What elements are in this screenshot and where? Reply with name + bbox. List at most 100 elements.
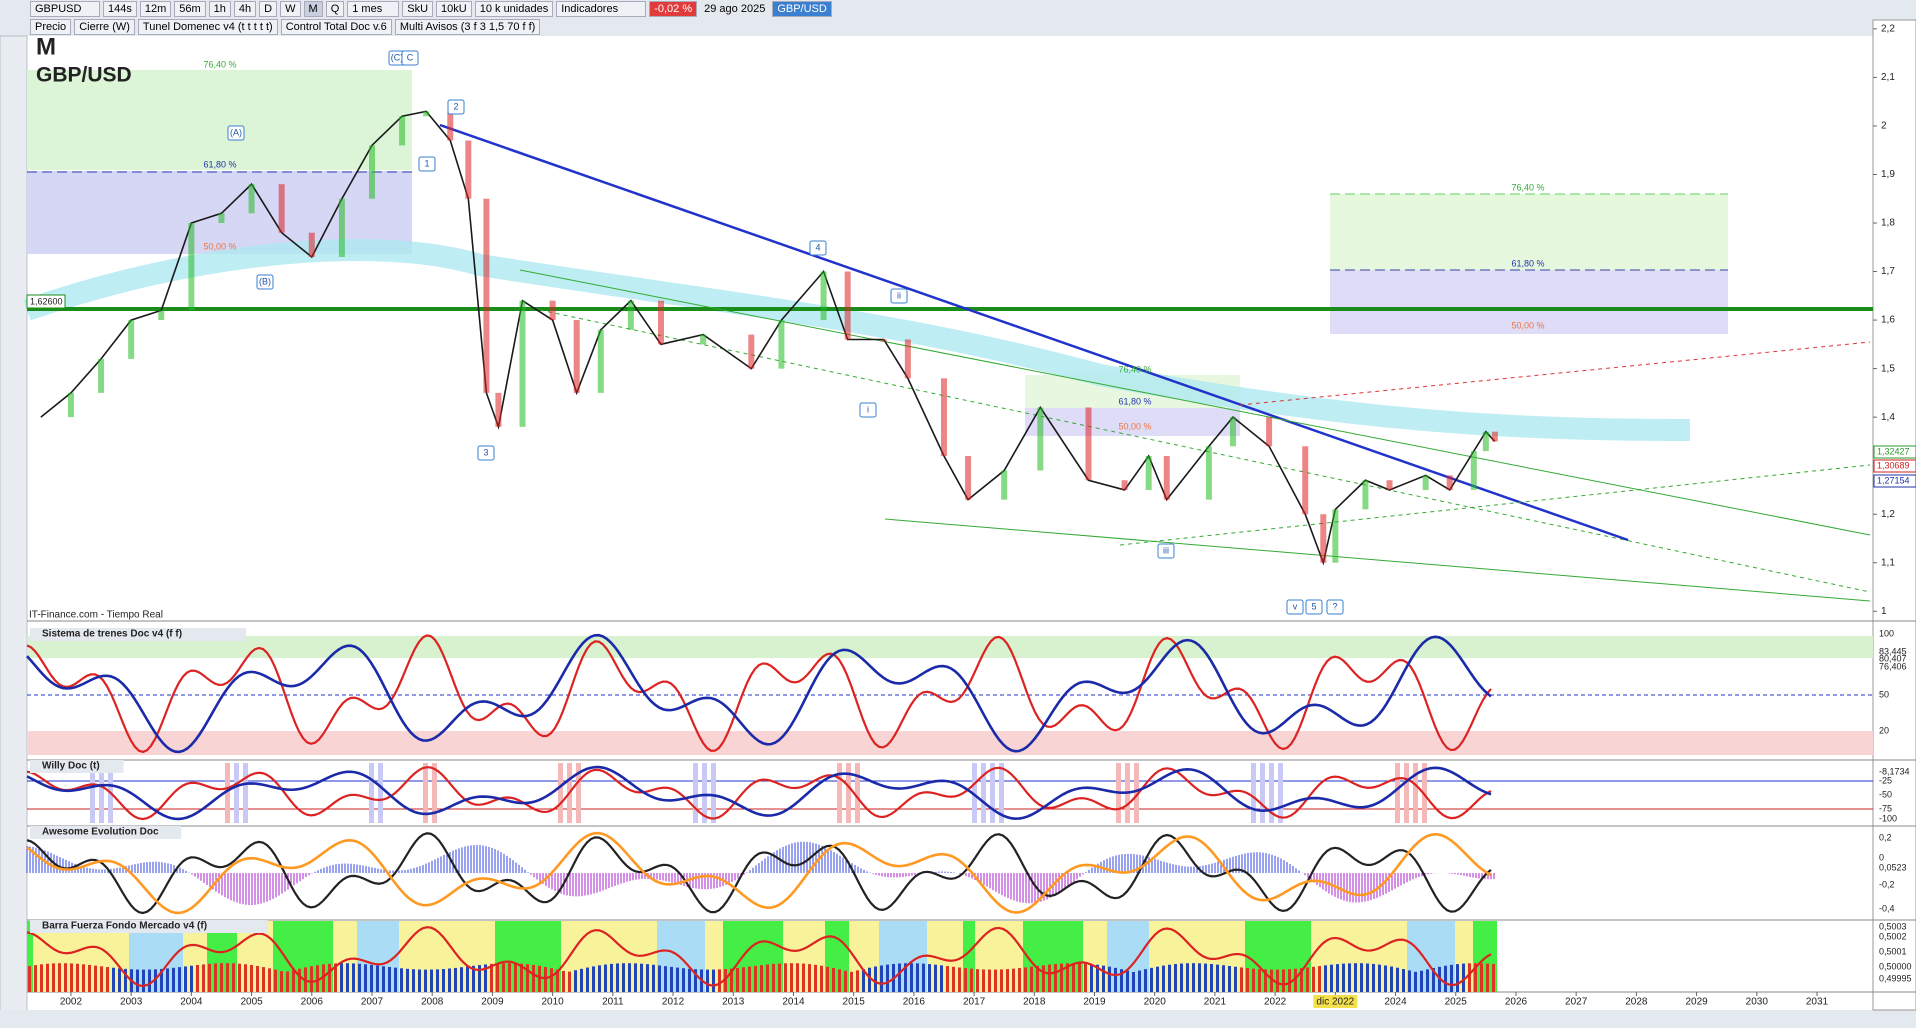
force-bar [682,968,685,992]
interval-button[interactable]: 4h [233,1,257,17]
market-bg [351,921,357,992]
force-bar [58,963,61,992]
market-bg [51,921,57,992]
indicator-legend[interactable]: Tunel Domenec v4 (t t t t t) [137,19,278,35]
force-bar [220,963,223,992]
wave-box [1157,543,1175,559]
market-bg [1005,921,1011,992]
change-label[interactable]: -0,02 % [649,1,698,17]
market-bg [1491,921,1497,992]
period-select[interactable]: 1 mes [347,1,400,17]
indicator-legend[interactable]: Control Total Doc v.6 [280,19,392,35]
indicator-legend[interactable]: Precio [30,19,72,35]
interval-button[interactable]: 56m [174,1,206,17]
market-bg [273,921,279,992]
date-label[interactable]: 29 ago 2025 [704,3,766,15]
fib-label: 61,80 % [1118,396,1151,406]
market-bg [87,921,93,992]
instrument-label[interactable]: GBP/USD [772,1,832,17]
wave-label: C [407,52,414,62]
units-button[interactable]: 10kU [436,1,472,17]
force-bar [736,967,739,992]
x-tick-label: 2024 [1384,997,1407,1008]
force-bar [862,968,865,992]
force-bar [790,963,793,992]
force-bar [1312,966,1315,992]
signal-bg [234,763,239,823]
force-bar [934,964,937,992]
market-bg [837,921,843,992]
candle-body [1362,480,1369,510]
symbol-select[interactable]: GBPUSD [30,1,100,17]
market-bg [291,921,297,992]
force-bar [1390,966,1393,992]
units-button[interactable]: SkU [402,1,434,17]
force-bar [694,969,697,992]
interval-button[interactable]: Q [325,1,345,17]
force-bar [1078,963,1081,992]
force-bar [262,967,265,992]
market-bg [111,921,117,992]
x-tick-label: 2005 [240,997,263,1008]
market-bg [1311,921,1317,992]
units-select[interactable]: 10 k unidades [474,1,554,17]
signal-bg [981,763,986,823]
indicators-button[interactable]: Indicadores [556,1,647,17]
signal-bg [1278,763,1283,823]
force-bar [886,964,889,992]
market-bg [201,921,207,992]
interval-button[interactable]: 12m [139,1,172,17]
market-bg [429,921,435,992]
force-bar [628,963,631,992]
market-bg [1317,921,1323,992]
force-bar [868,967,871,992]
candle-body [1163,455,1170,500]
market-bg [231,921,237,992]
market-bg [315,921,321,992]
market-bg [849,921,855,992]
wave-label: v [1293,601,1298,611]
market-bg [1413,921,1419,992]
force-bar [754,965,757,992]
panel-tick-label: 0 [1879,852,1884,862]
force-bar [298,968,301,992]
market-bg [1131,921,1137,992]
force-bar [46,963,49,992]
wave-box [809,240,827,256]
candle-body [748,334,755,369]
force-bar [460,967,463,992]
wave-box [477,445,495,461]
candle-body [158,310,165,321]
indicator-legend[interactable]: Cierre (W) [74,19,135,35]
market-bg [1395,921,1401,992]
market-bg [1455,921,1461,992]
market-bg [321,921,327,992]
market-bg [1119,921,1125,992]
interval-button[interactable]: 144s [103,1,137,17]
market-bg [669,921,675,992]
indicator-legend[interactable]: Multi Avisos (3 f 3 1,5 70 f f) [394,19,541,35]
x-tick-highlight [1313,995,1358,1008]
y-tick-label: 2 [1881,121,1887,132]
market-bg [345,921,351,992]
force-bar [1012,968,1015,992]
x-tick-label: 2025 [1445,997,1468,1008]
fib-zone [1330,194,1728,270]
y-tick-label: 1,8 [1881,218,1895,229]
interval-button[interactable]: W [280,1,301,17]
force-bar [34,965,37,992]
market-bg [657,921,663,992]
force-bar [910,963,913,992]
market-bg [489,921,495,992]
market-bg [147,921,153,992]
interval-button[interactable]: D [259,1,278,17]
interval-button[interactable]: M [303,1,323,17]
force-bar [646,964,649,992]
interval-button[interactable]: 1h [208,1,231,17]
force-bar [520,963,523,992]
market-bg [579,921,585,992]
oscillator [26,832,1492,915]
force-bar [532,964,535,992]
force-bar [1456,964,1459,992]
market-bg [723,921,729,992]
